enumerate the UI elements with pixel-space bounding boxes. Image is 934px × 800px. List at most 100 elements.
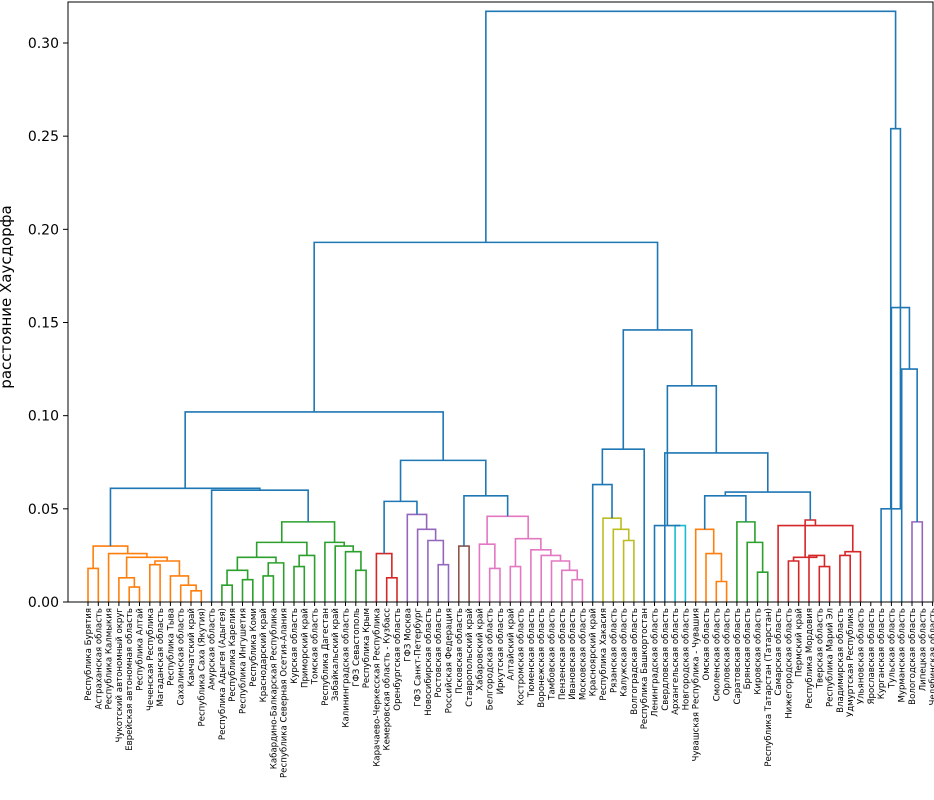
leaf-label: Томская область [311,608,321,685]
leaf-label: Пензенская область [558,608,568,700]
leaf-label: Липецкая область [918,608,928,691]
dendrogram-link [653,524,681,602]
leaf-label: Вологодская область [908,608,918,705]
leaf-label: Республика Адыгея (Адыгея) [218,608,228,740]
leaf-label: Курская область [290,608,300,684]
leaf-label: Краснодарский край [259,608,269,702]
leaf-label: Удмуртская Республика [846,608,856,717]
dendrogram-link [313,241,659,412]
leaf-label: Московская область [578,608,588,700]
dendrogram-link [808,554,826,602]
leaf-label: Амурская область [208,608,218,690]
leaf-label: Тюменская область [527,608,537,698]
leaf-label: Хабаровский край [475,608,485,691]
leaf-label: ГФЗ Севастополь [352,608,362,687]
leaf-label: Чеченская Республика [146,608,156,711]
leaf-label: Ивановская область [568,608,578,700]
leaf-label: Смоленская область [712,608,722,701]
dendrogram-link [664,452,769,602]
leaf-label: Рязанская область [609,608,619,693]
leaf-label: Республика Дагестан [321,608,331,706]
leaf-label: Приморский край [300,608,310,688]
dendrogram-link [561,569,579,602]
dendrogram-link [736,521,756,602]
dendrogram-link [190,590,203,602]
dendrogram-link [149,563,161,602]
dendrogram-link [226,569,249,586]
dendrogram-link [210,489,309,602]
dendrogram-link [571,578,584,602]
leaf-label: Свердловская область [661,608,671,711]
dendrogram-links [87,10,924,602]
dendrogram-link [154,560,181,576]
leaf-label: Белгородская область [486,608,496,710]
leaf-label: Алтайский край [506,608,516,681]
dendrogram-link [262,575,275,602]
y-tick-label: 0.15 [28,315,59,331]
dendrogram-link [756,571,769,602]
y-tick-label: 0.20 [28,222,59,238]
dendrogram-link [777,524,854,602]
dendrogram-link [666,385,718,526]
leaf-label: Калининградская область [342,608,352,728]
leaf-label: Чукотский автономный округ [115,608,125,743]
dendrogram-link [705,552,723,602]
dendrogram-link [375,552,393,602]
leaf-label: Нижегородская область [784,608,794,719]
leaf-label: Российская Федерация [445,608,455,713]
dendrogram-link [746,541,764,602]
leaf-label: Ставропольский край [465,608,475,707]
y-tick-label: 0.30 [28,36,59,52]
dendrogram-link [241,578,254,602]
dendrogram-link [478,543,496,602]
leaf-label: Республика Бурятия [84,608,94,701]
dendrogram-link [550,560,571,602]
leaf-label: Архангельская область [671,608,681,715]
dendrogram-link [911,521,924,602]
leaf-label: Тульская область [887,608,897,689]
leaf-label: Орловская область [723,608,733,695]
y-tick-label: 0.10 [28,409,59,425]
dendrogram-link [334,545,355,602]
leaf-label: Республика Татарстан (Татарстан) [764,608,774,767]
leaf-label: Республика Алтай [136,608,146,691]
dendrogram-link [485,10,897,243]
leaf-label: Красноярский край [589,608,599,696]
leaf-label: ГФЗ Москва [403,608,413,662]
leaf-label: Астраханская область [94,608,104,710]
leaf-label: Тверская область [815,608,825,689]
dendrogram-link [900,368,918,602]
leaf-label: Республика Коми [249,608,259,687]
y-axis: 0.00 0.05 0.10 0.15 0.20 0.25 0.30 [28,36,68,611]
leaf-label: Мурманская область [898,608,908,703]
dendrogram-link [179,584,197,602]
dendrogram-link [715,580,728,602]
dendrogram-link [169,575,190,602]
leaf-label: Челябинская область [929,608,934,706]
dendrogram-link [383,500,418,554]
leaf-label: Ярославская область [867,608,877,704]
y-tick-label: 0.25 [28,129,59,145]
dendrogram-link [255,541,308,558]
leaf-label: Карачаево-Черкесская Республика [372,608,382,767]
leaf-label: Республика Северная Осетия-Алания [280,608,290,778]
dendrogram-link [591,483,613,602]
x-axis: Республика Бурятия Астраханская область Ре… [84,602,934,778]
leaf-label: Камчатский край [187,608,197,687]
dendrogram-link [463,494,509,547]
leaf-label: Новосибирская область [424,608,434,716]
leaf-label: Оренбургская область [393,608,403,711]
dendrogram-link [703,494,747,530]
leaf-label: Республика Тыва [166,608,176,686]
dendrogram-link [844,550,862,602]
leaf-label: Республика Крым [362,608,372,688]
leaf-label: Ростовская область [434,608,444,698]
dendrogram-link [236,556,277,571]
dendrogram-link [486,515,529,545]
dendrogram-link [344,550,362,602]
leaf-label: Пермский край [795,608,805,677]
dendrogram-link [622,329,693,450]
leaf-label: Новгородская область [681,608,691,710]
leaf-label: Республика Саха (Якутия) [197,608,207,727]
